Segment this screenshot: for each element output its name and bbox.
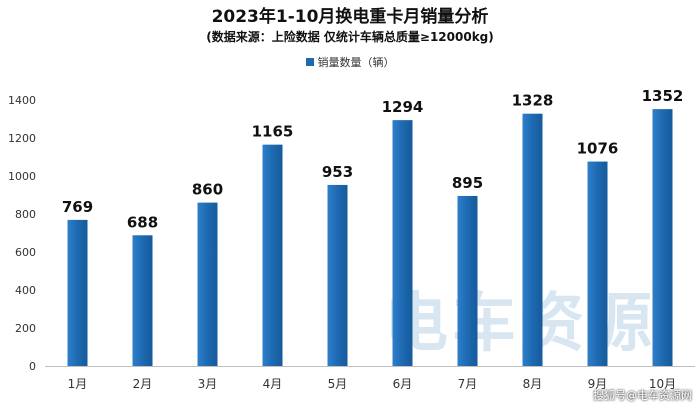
x-tick-label: 8月 [523, 377, 543, 391]
bar-6 [392, 120, 413, 366]
x-axis: 1月 2月 3月 4月 5月 6月 7月 8月 9月 10月 [45, 366, 695, 391]
data-label: 1328 [512, 92, 554, 110]
data-label: 1076 [577, 140, 619, 158]
x-tick-label: 4月 [263, 377, 283, 391]
bar-5 [327, 184, 348, 366]
y-tick-label: 1200 [8, 132, 36, 145]
data-label: 953 [322, 163, 353, 181]
legend-label: 销量数量（辆） [317, 56, 395, 69]
data-label: 688 [127, 213, 158, 231]
data-label: 860 [192, 181, 223, 199]
bar-7 [457, 195, 478, 366]
data-label: 769 [62, 198, 93, 216]
x-tick-label: 5月 [328, 377, 348, 391]
bar-2 [132, 235, 153, 366]
watermark-source: 搜狐号@电车资源网 [593, 389, 692, 402]
watermark-logo-text: 电车资源 [384, 287, 656, 361]
y-axis: 0 200 400 600 800 1000 1200 1400 [8, 94, 36, 373]
chart-subtitle: (数据来源：上险数据 仅统计车辆总质量≥12000kg) [206, 30, 494, 44]
data-labels: 769 688 860 1165 953 1294 895 1328 1076 1352 [62, 87, 684, 231]
watermark-logo: 电车资源 [384, 287, 656, 361]
bar-8 [522, 113, 543, 367]
x-tick-label: 2月 [133, 377, 153, 391]
data-label: 1294 [382, 98, 424, 116]
chart-legend: 销量数量（辆） [0, 56, 700, 70]
bars [67, 109, 673, 367]
x-tick-label: 3月 [198, 377, 218, 391]
x-tick-label: 7月 [458, 377, 478, 391]
bar-9 [587, 161, 608, 366]
y-tick-label: 200 [15, 322, 36, 335]
x-tick-label: 6月 [393, 377, 413, 391]
chart-title: 2023年1-10月换电重卡月销量分析 [211, 7, 489, 27]
legend-swatch [305, 58, 314, 66]
x-tick-label: 9月 [588, 377, 608, 391]
x-tick-label: 10月 [649, 377, 676, 391]
data-label: 895 [452, 174, 483, 192]
y-tick-label: 0 [29, 360, 36, 373]
y-tick-label: 800 [15, 208, 36, 221]
y-tick-label: 1400 [8, 94, 36, 107]
bar-1 [67, 219, 88, 366]
bar-4 [262, 144, 283, 366]
data-label: 1352 [642, 87, 684, 105]
y-tick-label: 600 [15, 246, 36, 259]
bar-10 [652, 109, 673, 367]
data-label: 1165 [252, 123, 294, 141]
y-tick-label: 1000 [8, 170, 36, 183]
bar-3 [197, 202, 218, 366]
y-tick-label: 400 [15, 284, 36, 297]
x-tick-label: 1月 [68, 377, 88, 391]
